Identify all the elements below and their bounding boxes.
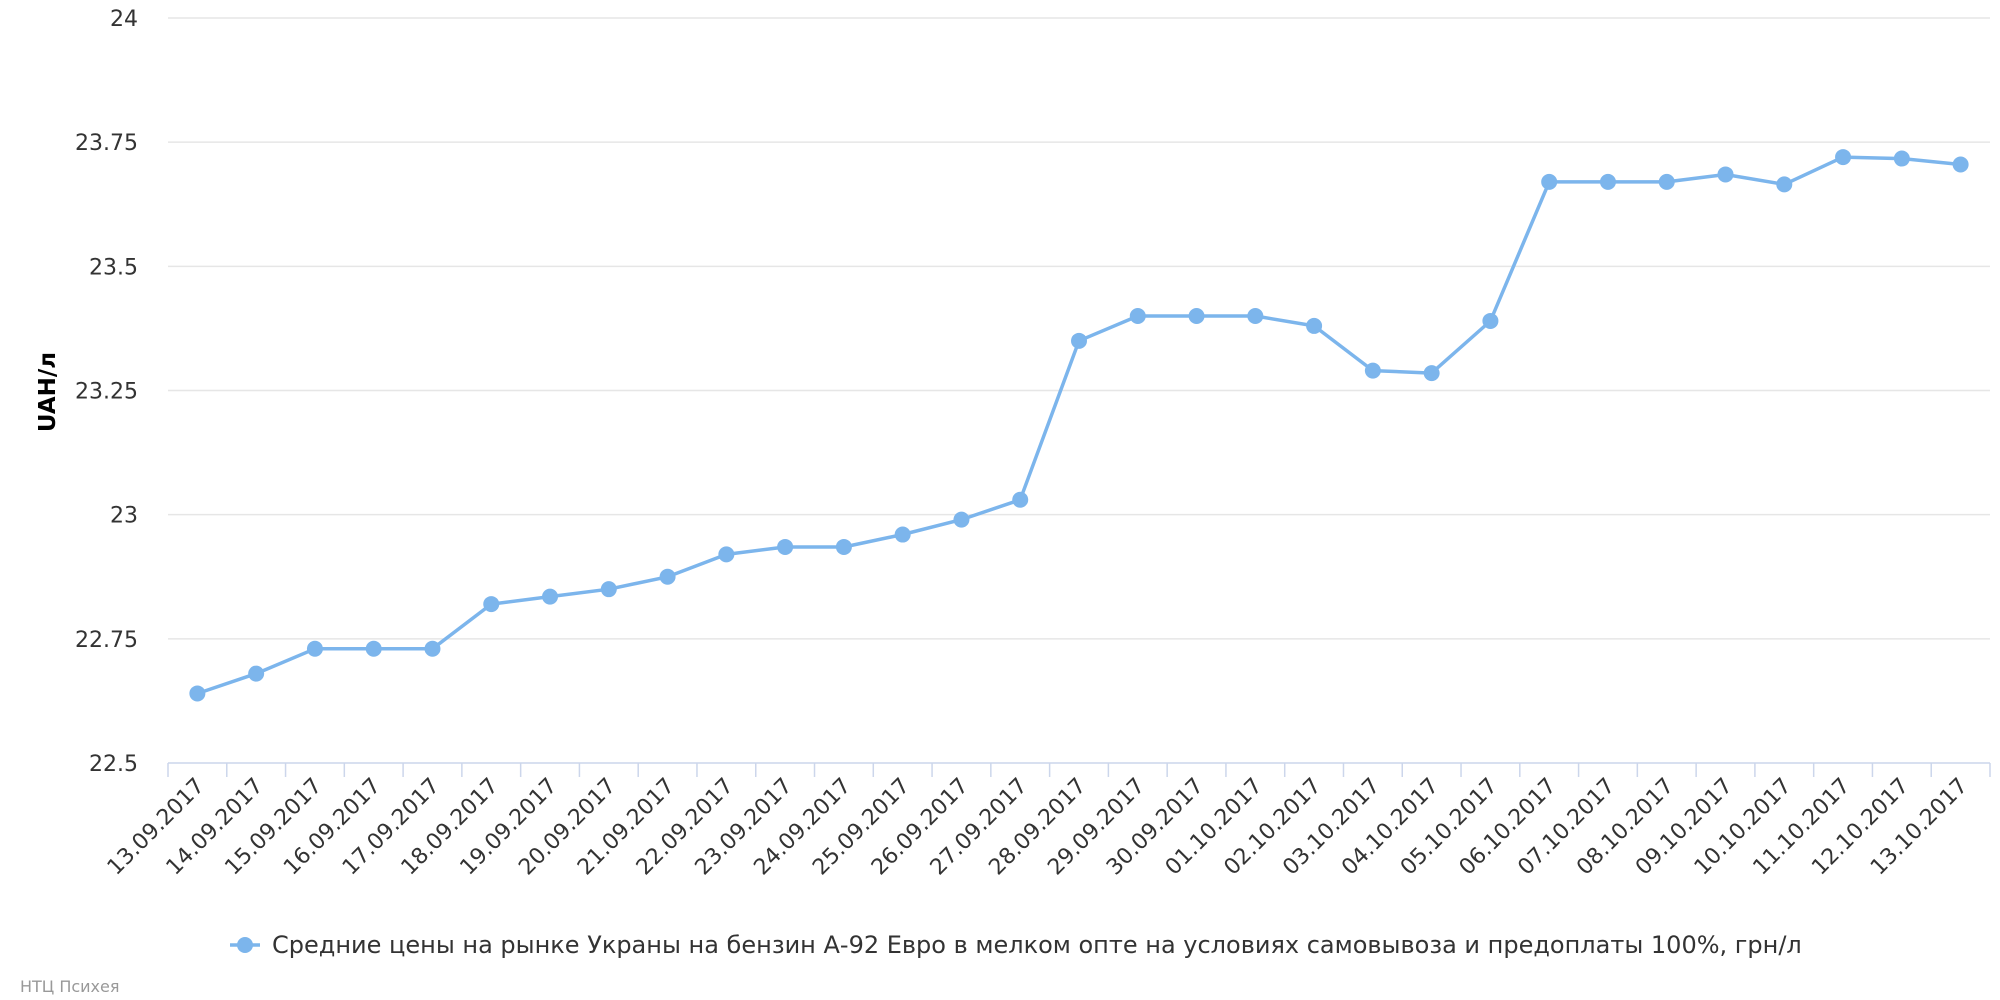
legend-series-label: Средние цены на рынке Украны на бензин А…: [272, 931, 1802, 959]
data-point[interactable]: [835, 538, 852, 555]
data-point[interactable]: [483, 596, 500, 613]
data-point[interactable]: [600, 581, 617, 598]
data-point[interactable]: [1071, 332, 1087, 349]
data-point[interactable]: [1188, 308, 1205, 324]
data-point[interactable]: [953, 511, 970, 528]
data-point[interactable]: [1952, 156, 1969, 173]
data-point[interactable]: [1541, 173, 1558, 190]
data-point[interactable]: [1776, 176, 1793, 193]
data-point[interactable]: [718, 546, 735, 563]
y-tick-label: 24: [110, 7, 138, 32]
data-point[interactable]: [1129, 308, 1146, 324]
data-point[interactable]: [1306, 317, 1323, 334]
data-point[interactable]: [1482, 312, 1499, 329]
data-point[interactable]: [1893, 150, 1910, 167]
gridlines: [168, 17, 1990, 640]
data-point[interactable]: [1423, 365, 1440, 382]
data-point[interactable]: [1835, 149, 1852, 166]
data-point[interactable]: [1599, 173, 1616, 190]
legend-dot-marker: [237, 937, 253, 953]
series-layer: [189, 149, 1969, 702]
data-point[interactable]: [1247, 308, 1264, 324]
x-axis-tick-labels: 13.09.201714.09.201715.09.201716.09.2017…: [103, 774, 1973, 881]
data-point[interactable]: [424, 640, 441, 657]
data-point[interactable]: [777, 538, 794, 555]
legend[interactable]: Средние цены на рынке Украны на бензин А…: [230, 931, 1802, 959]
data-point[interactable]: [365, 640, 382, 657]
data-point[interactable]: [189, 685, 206, 702]
y-tick-label: 22.75: [75, 628, 138, 653]
data-point[interactable]: [1012, 491, 1029, 508]
data-point[interactable]: [1717, 166, 1734, 183]
y-tick-label: 23.75: [75, 131, 138, 156]
data-point[interactable]: [894, 526, 911, 543]
data-point[interactable]: [1658, 173, 1675, 190]
x-axis: [167, 762, 1991, 777]
data-point[interactable]: [659, 568, 676, 585]
data-point[interactable]: [1364, 362, 1381, 379]
y-tick-label: 23.25: [75, 380, 138, 405]
y-axis-tick-labels: 22.5 22.75 23 23.25 23.5 23.75 24: [75, 7, 138, 777]
y-tick-label: 22.5: [89, 752, 138, 777]
y-tick-label: 23: [110, 504, 138, 529]
data-point[interactable]: [248, 665, 265, 682]
credits-label[interactable]: НТЦ Психея: [20, 977, 119, 996]
y-axis-title: UAH/л: [35, 352, 61, 432]
y-tick-label: 23.5: [89, 255, 138, 280]
series-line: [195, 155, 1963, 696]
data-point[interactable]: [306, 640, 323, 657]
data-point[interactable]: [542, 588, 559, 605]
